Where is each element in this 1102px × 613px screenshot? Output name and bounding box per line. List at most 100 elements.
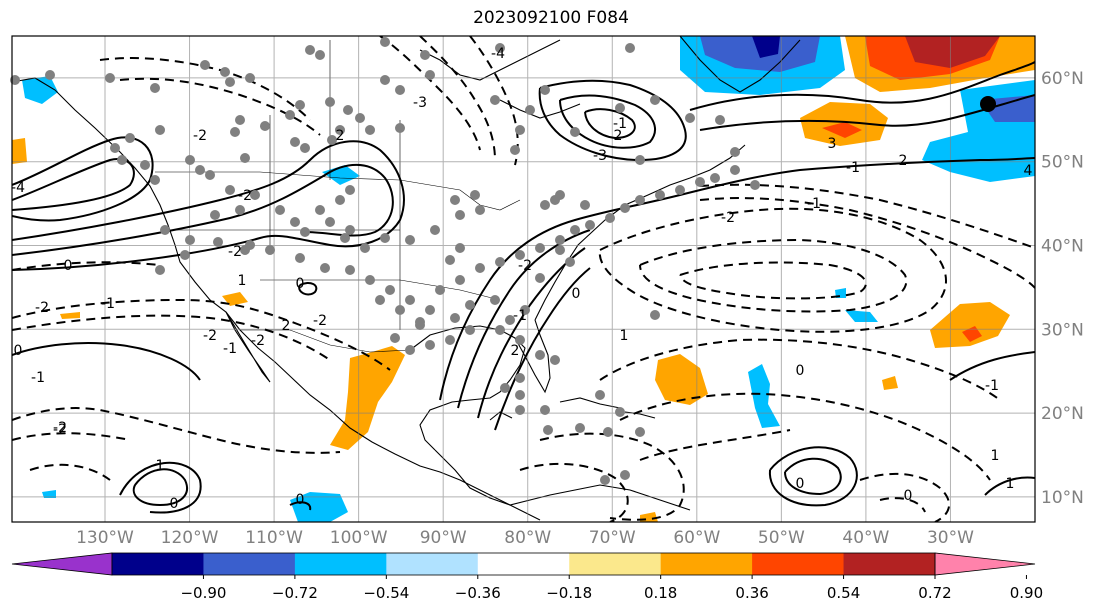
station-marker [325, 97, 335, 107]
station-marker [185, 235, 195, 245]
station-marker [550, 355, 560, 365]
station-marker [235, 205, 245, 215]
station-marker [600, 475, 610, 485]
contour-label: -3 [593, 148, 607, 164]
station-marker [343, 105, 353, 115]
station-marker [570, 225, 580, 235]
station-marker [730, 147, 740, 157]
station-marker [565, 257, 575, 267]
station-marker [395, 305, 405, 315]
station-marker [520, 305, 530, 315]
station-marker [325, 217, 335, 227]
station-marker [285, 110, 295, 120]
colorbar-segment [294, 553, 387, 575]
contour-label: 2 [336, 128, 345, 144]
contour-label: -2 [313, 313, 327, 329]
station-marker [515, 405, 525, 415]
colorbar-tick-label: −0.90 [180, 584, 226, 602]
lon-label: 130°W [76, 528, 134, 548]
colorbar-frame [111, 552, 936, 576]
station-marker [715, 115, 725, 125]
station-marker [315, 50, 325, 60]
contour-labels: -2 -10-2-22-2-3-1 -2-2 -10-21002-2-121-100-… [11, 46, 1033, 512]
shade-patch [655, 354, 708, 405]
station-marker [117, 155, 127, 165]
shade-patch [22, 76, 58, 104]
station-marker [450, 313, 460, 323]
station-marker [445, 335, 455, 345]
station-marker [265, 245, 275, 255]
station-marker [465, 325, 475, 335]
station-marker [430, 225, 440, 235]
lon-label: 60°W [673, 528, 720, 548]
shade-patch [905, 36, 1000, 68]
shade-patch [748, 364, 780, 428]
station-marker [105, 73, 115, 83]
colorbar-extend-low [11, 552, 113, 576]
contour-label: -2 [193, 128, 207, 144]
contour-label: 0 [796, 476, 805, 492]
contour-label: -2 [53, 420, 67, 436]
station-marker [150, 83, 160, 93]
station-marker [535, 243, 545, 253]
lon-label: 120°W [161, 528, 219, 548]
station-marker [290, 217, 300, 227]
station-marker [730, 165, 740, 175]
station-marker [240, 245, 250, 255]
station-marker [380, 233, 390, 243]
colorbar-segment [660, 553, 753, 575]
colorbar-tick-label: −0.36 [455, 584, 501, 602]
station-marker [555, 245, 565, 255]
station-marker [595, 390, 605, 400]
station-marker [315, 205, 325, 215]
colorbar-segment [203, 553, 296, 575]
contour-label: 1 [1006, 476, 1015, 492]
station-marker [465, 300, 475, 310]
station-marker [515, 125, 525, 135]
station-marker [230, 127, 240, 137]
colorbar-tick-label: −0.18 [546, 584, 592, 602]
shade-patch [12, 138, 27, 164]
shade-patch [922, 80, 1035, 182]
colorbar-tick-label: 0.90 [1010, 584, 1043, 602]
station-marker [295, 100, 305, 110]
lon-label: 110°W [245, 528, 303, 548]
contour-label: -2 [251, 333, 265, 349]
lon-label: 30°W [927, 528, 974, 548]
station-marker [620, 203, 630, 213]
map-title: 2023092100 F084 [473, 8, 629, 28]
station-marker [150, 175, 160, 185]
station-marker [540, 405, 550, 415]
lat-label: 10°N [1041, 488, 1084, 508]
station-marker [525, 105, 535, 115]
station-marker [355, 113, 365, 123]
contour-label: 0 [904, 488, 913, 504]
station-marker [405, 235, 415, 245]
station-marker [380, 75, 390, 85]
station-marker [125, 133, 135, 143]
contour-label: 1 [156, 458, 165, 474]
colorbar-extend-high [934, 552, 1036, 576]
colorbar-labels: −0.90 −0.72 −0.54 −0.36 −0.18 0.18 0.36 0.54 0.7… [180, 575, 1043, 602]
colorbar [11, 552, 1036, 576]
coastlines [12, 36, 801, 521]
station-marker [235, 115, 245, 125]
gridlines [12, 36, 1035, 522]
station-marker [155, 125, 165, 135]
contour-label: -2 [228, 244, 242, 260]
station-marker [300, 227, 310, 237]
station-marker [585, 220, 595, 230]
station-marker [455, 275, 465, 285]
shade-patch [42, 490, 56, 498]
station-marker [500, 383, 510, 393]
station-marker [185, 155, 195, 165]
station-marker [250, 190, 260, 200]
station-marker [695, 177, 705, 187]
station-markers [10, 37, 996, 485]
colorbar-segment [752, 553, 845, 575]
contour-label: 0 [296, 492, 305, 508]
station-marker [535, 350, 545, 360]
station-marker [625, 43, 635, 53]
contour-label: -3 [413, 95, 427, 111]
station-marker [455, 243, 465, 253]
